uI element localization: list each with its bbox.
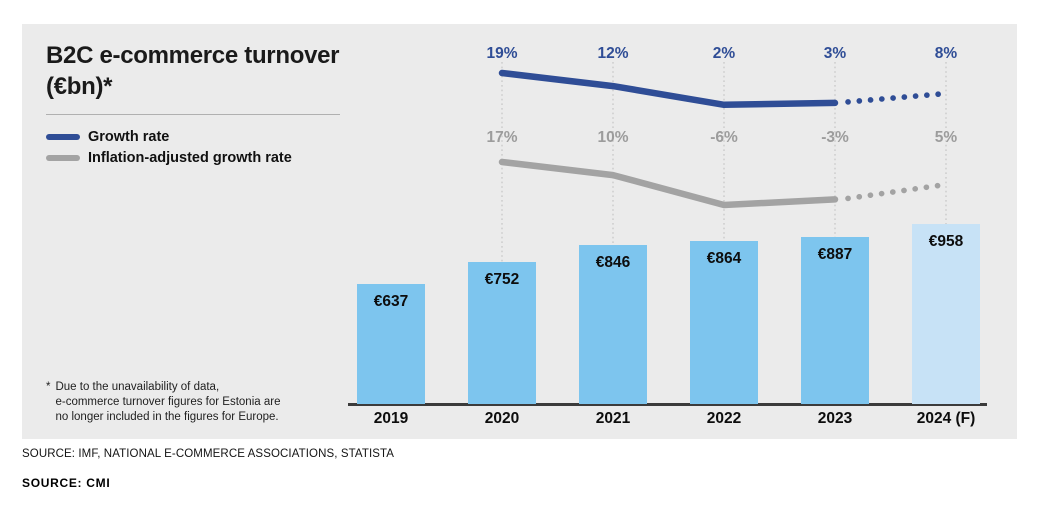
inflation-adjusted-value-label: 10% [597,129,629,146]
bar-value-label: €958 [928,233,964,250]
inflation-adjusted-value-label: -3% [821,129,849,146]
title-divider [46,114,340,115]
inflation-adjusted-value-label: 17% [486,129,518,146]
year-label: 2020 [484,410,520,427]
footnote-line: no longer included in the figures for Eu… [55,411,279,423]
growth-rate-value-label: 8% [934,45,958,62]
legend-label: Inflation-adjusted growth rate [88,150,292,166]
footnote-line: e-commerce turnover figures for Estonia … [55,396,281,408]
bar-value-label: €864 [706,250,742,267]
year-label: 2022 [706,410,742,427]
x-axis-line [348,403,987,406]
footnote-text: Due to the unavailability of data, e-comm… [55,380,280,425]
legend: Growth rate Inflation-adjusted growth rat… [46,129,292,166]
source-brand: SOURCE: CMI [22,476,111,490]
growth-rate-value-label: 2% [712,45,736,62]
legend-line-swatch [46,155,80,161]
year-label: 2019 [373,410,409,427]
turnover-bar: €864 [690,241,758,404]
turnover-bar: €887 [801,237,869,404]
footnote-marker: * [46,381,51,393]
growth-rate-forecast-dots [845,90,949,105]
turnover-bar: €637 [357,284,425,404]
footnote-line: Due to the unavailability of data, [55,381,220,393]
turnover-bar: €846 [579,245,647,404]
inflation-adjusted-value-label: 5% [934,129,958,146]
chart-title-line2: (€bn)* [46,73,113,100]
growth-rate-value-label: 19% [486,45,518,62]
bar-value-label: €846 [595,254,631,271]
source-attribution: SOURCE: IMF, NATIONAL E-COMMERCE ASSOCIA… [22,448,395,460]
legend-label: Growth rate [88,129,170,145]
inflation-adjusted-line [498,158,839,209]
chart-area: 19% 12% 2% 3% 8% 17% 10% -6% -3% 5% €637 €752 €846 €8… [22,24,1017,439]
bar-value-label: €752 [484,271,520,288]
chart-title: B2C e-commerce turnover (€bn)* [46,40,340,102]
year-label: 2023 [817,410,853,427]
turnover-bar: €958 [912,224,980,404]
bar-value-label: €887 [817,246,853,263]
growth-rate-value-label: 12% [597,45,629,62]
legend-item: Inflation-adjusted growth rate [46,150,292,166]
chart-title-line1: B2C e-commerce turnover [46,42,340,69]
growth-rate-value-label: 3% [823,45,847,62]
inflation-adjusted-forecast-dots [845,181,949,202]
bar-value-label: €637 [373,293,409,310]
footnote: * Due to the unavailability of data, e-co… [46,380,280,425]
year-label: 2024 (F) [916,410,976,427]
turnover-bar: €752 [468,262,536,404]
growth-rate-line [498,69,839,109]
legend-item: Growth rate [46,129,292,145]
inflation-adjusted-value-label: -6% [710,129,738,146]
chart-panel: B2C e-commerce turnover (€bn)* Growth ra… [22,24,1017,439]
year-label: 2021 [595,410,631,427]
legend-line-swatch [46,134,80,140]
